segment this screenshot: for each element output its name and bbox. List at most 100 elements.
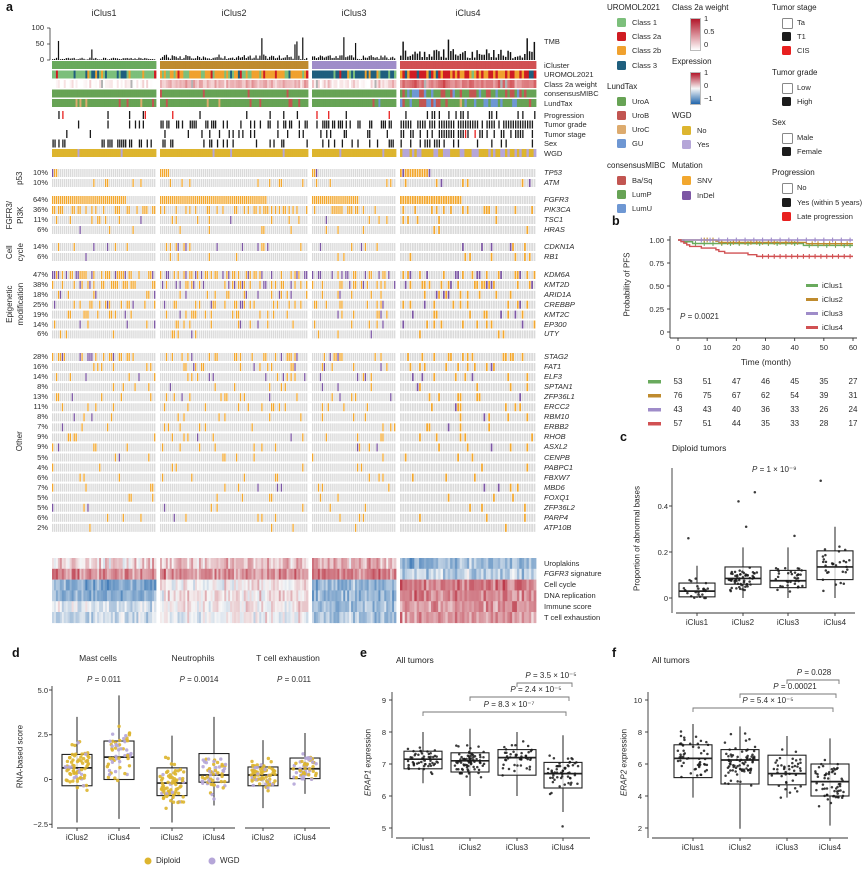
track-label-1: UROMOL2021 <box>544 70 594 79</box>
km-xtick: 0 <box>675 343 681 352</box>
heatmap-row-label-text: Immune score <box>544 601 592 611</box>
gene-pct-FOXQ1: 5% <box>37 492 48 502</box>
legend-title-WGD: WGD <box>672 111 692 120</box>
consensusmibc-lumu-swatch <box>617 204 626 213</box>
d-p-text: = 0.0014 <box>184 675 219 684</box>
risk-cell: 44 <box>731 419 741 428</box>
uromol2021-class-2b-swatch <box>617 46 626 56</box>
e-bracket-p-text: = 8.3 × 10⁻⁷ <box>488 700 535 709</box>
risk-cell: 17 <box>848 419 858 428</box>
gene-name-PIK3CA: PIK3CA <box>544 205 571 214</box>
heatmap-row-label-text: DNA replication <box>544 590 596 600</box>
gene-name-KDM6A: KDM6A <box>544 270 570 279</box>
wgd-no-swatch <box>682 126 691 135</box>
legend-title-LundTax: LundTax <box>607 81 638 91</box>
km-xtick: 20 <box>732 343 741 352</box>
gene-name-KMT2D: KMT2D <box>544 279 570 289</box>
gene-name-PARP4: PARP4 <box>544 512 569 522</box>
km-p-italic: P <box>680 312 686 321</box>
risk-cell: 28 <box>819 419 829 428</box>
c-ytick: 0 <box>663 593 668 603</box>
cluster-header-iClus1: iClus1 <box>91 8 117 18</box>
d-title-2: T cell exhaustion <box>256 653 320 663</box>
lundtax-uroc-swatch <box>617 125 626 135</box>
risk-cell: 43 <box>673 405 683 414</box>
c-xtick: iClus2 <box>731 618 755 627</box>
cluster-header-iClus4: iClus4 <box>455 8 481 18</box>
progression-no-swatch <box>782 183 793 195</box>
lundtax-urob-swatch <box>617 111 626 120</box>
legend-item-label: Class 2a <box>632 32 662 42</box>
risk-cell: 24 <box>848 405 858 414</box>
gene-pct-PARP4: 6% <box>37 512 48 522</box>
legend-item-label: Ba/Sq <box>632 175 653 185</box>
uromol2021-class-2a-swatch <box>617 32 626 42</box>
legend-item-label: UroB <box>632 111 650 120</box>
risk-cell: 47 <box>731 377 741 386</box>
d-legend-diploid: Diploid <box>156 856 181 865</box>
f-xtick: iClus1 <box>681 843 705 852</box>
uromol2021-class-1-swatch <box>617 18 626 27</box>
track-label-7: Tumor stage <box>544 129 586 139</box>
panel-c-title: Diploid tumors <box>672 443 727 453</box>
legend-gradient-tick: 1 <box>704 68 709 77</box>
f-ytick: 6 <box>637 759 642 769</box>
sex-female-swatch <box>782 147 791 157</box>
progression-yes-(within-5-years)-swatch <box>782 197 791 207</box>
gene-pct-EP300: 14% <box>32 319 48 329</box>
km-ytick: 0.25 <box>649 304 664 314</box>
risk-cell: 43 <box>702 405 712 414</box>
gene-name-RBM10: RBM10 <box>544 412 570 422</box>
legend-gradient-tick: −1 <box>704 94 713 103</box>
km-xtick: 50 <box>819 343 828 352</box>
mutation-snv-swatch <box>682 176 691 186</box>
legend-title-Mutation: Mutation <box>672 161 703 171</box>
legend-item-label: CIS <box>797 46 810 56</box>
gene-name-STAG2: STAG2 <box>544 352 569 361</box>
f-bracket-p-text: = 5.4 × 10⁻⁵ <box>747 696 794 705</box>
tmb-tick-100: 100 <box>31 23 44 32</box>
d-p-italic: P <box>277 675 283 684</box>
tmb-label: TMB <box>544 37 560 46</box>
risk-cell: 62 <box>761 391 770 400</box>
legend-title-consensusMIBC: consensusMIBC <box>607 160 666 170</box>
gene-name-ATP10B: ATP10B <box>544 522 572 532</box>
f-bracket-p-2: P = 5.4 × 10⁻⁵ <box>742 696 794 705</box>
gene-pct-STAG2: 28% <box>32 352 48 361</box>
e-ytick: 7 <box>381 759 386 769</box>
e-xtick: iClus1 <box>411 843 435 852</box>
consensusmibc-ba/sq-swatch <box>617 175 626 185</box>
heatmap-row-label-text: signature <box>568 569 602 579</box>
c-xtick: iClus3 <box>776 618 800 627</box>
legend-item-label: Male <box>797 133 814 142</box>
e-bracket-p-italic: P <box>483 700 489 709</box>
e-xtick: iClus2 <box>458 843 482 852</box>
panel-f-label: f <box>612 646 617 660</box>
gene-pct-RB1: 6% <box>37 252 48 261</box>
legend-item-label: SNV <box>697 176 713 186</box>
c-ytick: 0.4 <box>657 501 668 511</box>
km-xtick: 30 <box>761 343 770 352</box>
mutation-indel-swatch <box>682 190 691 200</box>
f-bracket-p-text: = 0.00021 <box>778 682 817 691</box>
e-bracket-p-text: = 3.5 × 10⁻⁵ <box>530 671 577 680</box>
track-label-4: LundTax <box>544 98 573 108</box>
tumor-grade-high-swatch <box>782 96 791 106</box>
track-label-6: Tumor grade <box>544 120 587 129</box>
risk-cell: 57 <box>673 419 683 428</box>
km-ytick: 0.75 <box>649 258 664 268</box>
f-bracket-p-0: P = 0.028 <box>797 668 831 677</box>
gene-pct-ELF3: 14% <box>32 372 48 382</box>
d-p-2: P = 0.011 <box>277 675 311 684</box>
gene-name-ZFP36L2: ZFP36L2 <box>544 502 575 512</box>
heatmap-row-label-text: T cell exhaustion <box>544 612 601 622</box>
risk-cell: 31 <box>848 391 858 400</box>
heatmap-row-label-3: DNA replication <box>544 590 596 600</box>
km-ytick: 0 <box>659 327 664 337</box>
legend-title-Progression: Progression <box>772 168 815 178</box>
gene-pct-KDM6A: 47% <box>32 270 48 279</box>
legend-gradient-tick: 0 <box>704 40 709 49</box>
progression-late-progression-swatch <box>782 211 791 221</box>
panel-c-label: c <box>620 430 627 444</box>
risk-cell: 51 <box>702 377 712 386</box>
